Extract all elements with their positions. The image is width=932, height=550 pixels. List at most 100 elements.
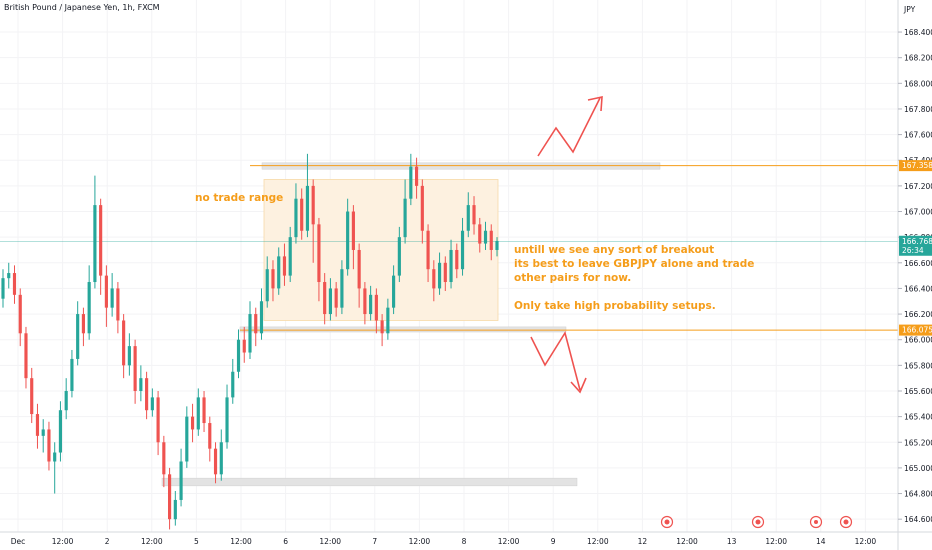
levels-layer: [0, 165, 898, 331]
candle-body: [495, 241, 499, 250]
symbol-title: British Pound / Japanese Yen, 1h, FXCM: [4, 3, 160, 12]
y-tick-label: 167.600: [904, 131, 932, 140]
candle-body: [460, 230, 465, 270]
candle-body: [248, 314, 252, 353]
note-line: Only take high probability setups.: [514, 300, 716, 312]
event-dot-icon[interactable]: [809, 515, 823, 529]
candle-body: [363, 288, 367, 315]
candle-body: [415, 166, 419, 186]
sr-zone[interactable]: [161, 477, 578, 487]
x-tick-label: 12:00: [141, 537, 163, 546]
x-tick-label: 12:00: [230, 537, 252, 546]
candle-body: [432, 269, 436, 289]
x-tick-label: 12:00: [498, 537, 520, 546]
y-tick-label: 167.000: [904, 208, 932, 217]
x-tick-label: 12:00: [676, 537, 698, 546]
candle-body: [386, 307, 390, 334]
y-tick-label: 166.200: [904, 310, 932, 319]
y-tick-label: 168.000: [904, 79, 932, 88]
x-tick-label: 12:00: [409, 537, 431, 546]
candle-body: [208, 423, 212, 449]
current-price-tag: 166.768: [902, 237, 932, 246]
x-tick-label: 12: [638, 537, 648, 546]
candle-body: [259, 301, 264, 334]
candle-body: [265, 269, 269, 302]
candle-body: [58, 410, 63, 453]
breakdown-arrow[interactable]: [530, 331, 581, 391]
candle-body: [271, 269, 275, 289]
candle-body: [311, 185, 315, 225]
y-tick-label: 167.200: [904, 182, 932, 191]
current-price-tag-bg: [899, 235, 932, 256]
event-markers[interactable]: [660, 515, 853, 529]
y-tick-label: 167.800: [904, 105, 932, 114]
candle-body: [374, 294, 378, 321]
event-flag-icon[interactable]: [660, 515, 674, 529]
x-tick-label: 12:00: [52, 537, 74, 546]
x-tick-label: 12:00: [765, 537, 787, 546]
candle-body: [403, 198, 407, 238]
candle-body: [409, 166, 413, 199]
candle-body: [236, 339, 241, 372]
candle-body: [133, 346, 137, 391]
candle-body: [12, 273, 17, 295]
candle-body: [282, 256, 287, 276]
y-tick-label: 168.400: [904, 28, 932, 37]
breakout-up-arrow[interactable]: [537, 97, 601, 157]
candle-body: [110, 288, 114, 308]
candle-body: [127, 346, 131, 366]
event-flag-icon[interactable]: [839, 515, 853, 529]
candle-body: [294, 198, 298, 238]
candle-body: [443, 262, 447, 283]
sr-zone[interactable]: [239, 326, 567, 333]
candle-body: [369, 294, 373, 315]
price-axis[interactable]: JPY 168.400 168.200 168.000 167.800 167.600 16…: [897, 0, 932, 550]
candle-body: [288, 237, 292, 276]
candle-body: [76, 314, 80, 359]
x-tick-label: 6: [283, 537, 288, 546]
grid-layer: [0, 0, 898, 532]
candle-body: [35, 414, 40, 436]
candle-body: [426, 230, 430, 270]
candle-body: [47, 429, 51, 462]
support-price-tag-bg: [899, 324, 932, 336]
candle-body: [196, 397, 200, 430]
candle-body: [449, 249, 453, 283]
candle-body: [70, 358, 74, 391]
x-tick-label: 14: [816, 537, 826, 546]
event-flag-icon[interactable]: [751, 515, 765, 529]
candle-body: [1, 278, 5, 299]
note-line: [514, 285, 754, 299]
candle-body: [328, 288, 332, 315]
candle-body: [489, 230, 493, 250]
candles-layer: [1, 153, 499, 530]
candle-body: [305, 185, 310, 231]
x-tick-label: 13: [727, 537, 737, 546]
support-price-tag: 166.075: [902, 326, 932, 335]
candle-body: [472, 205, 476, 225]
candle-body: [41, 429, 45, 436]
candle-body: [53, 452, 57, 462]
x-tick-label: 12:00: [319, 537, 341, 546]
range-label: no trade range: [195, 192, 284, 204]
candle-body: [213, 448, 218, 475]
candle-body: [351, 211, 355, 250]
time-axis[interactable]: Dec 12:00 2 12:00 5 12:00 6 12:00 7 12:00 8 12:00 9 1…: [0, 531, 932, 546]
note-line: untill we see any sort of breakout: [514, 244, 715, 256]
x-tick-label: 9: [551, 537, 556, 546]
y-tick-label: 166.000: [904, 336, 932, 345]
x-tick-label: 7: [372, 537, 377, 546]
candle-body: [93, 205, 97, 283]
candle-body: [168, 474, 172, 520]
candle-body: [185, 416, 189, 462]
candle-body: [317, 224, 321, 283]
candle-body: [150, 397, 154, 411]
candle-body: [420, 185, 424, 231]
candle-body: [380, 320, 384, 334]
candle-body: [466, 205, 470, 231]
y-tick-label: 166.400: [904, 284, 932, 293]
candle-body: [334, 288, 338, 308]
arrow-drawings[interactable]: [530, 95, 603, 394]
candle-body: [7, 273, 11, 279]
